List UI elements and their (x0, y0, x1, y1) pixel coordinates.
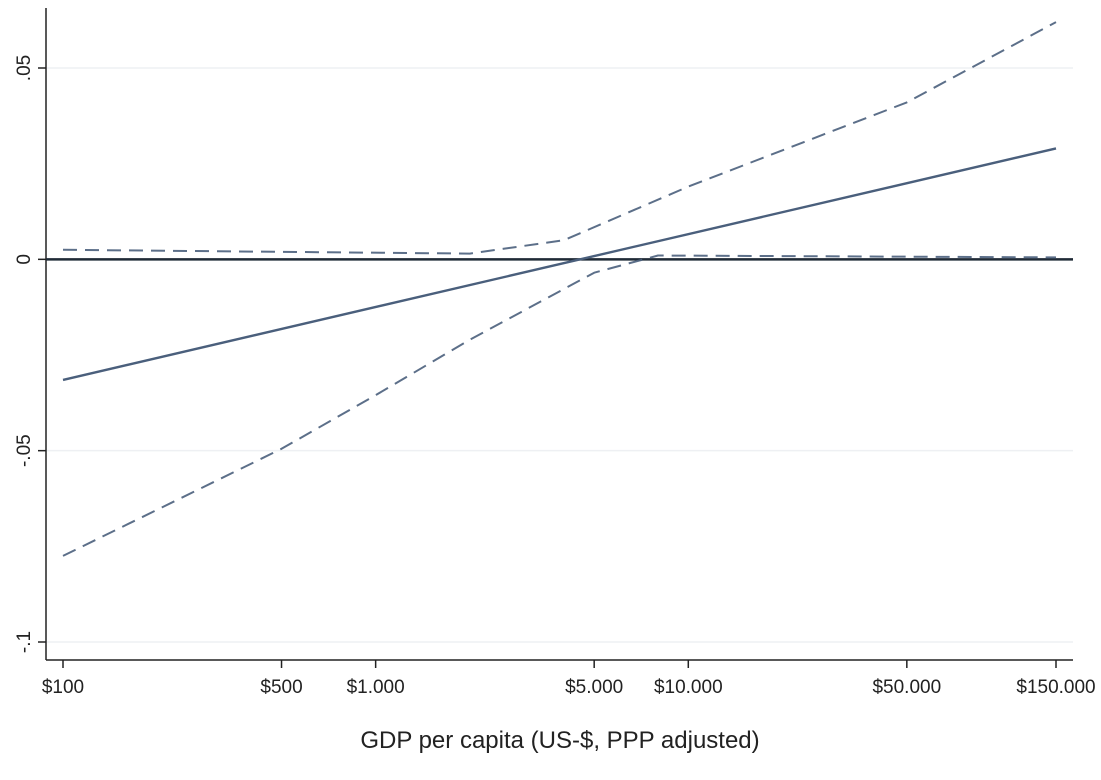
x-ticks: $100 $500 $1.000 $5.000 $10.000 $50.000 $150.0… (42, 660, 1096, 698)
y-tick-label-0: .05 (14, 55, 35, 81)
y-tick-label-2: -.05 (14, 434, 35, 467)
x-tick-label-2: $1.000 (347, 677, 405, 698)
x-axis-title: GDP per capita (US-$, PPP adjusted) (360, 727, 759, 754)
x-tick-label-0: $100 (42, 677, 84, 698)
x-tick-label-4: $10.000 (654, 677, 723, 698)
y-tick-label-1: 0 (14, 254, 35, 265)
series-group (62, 21, 1057, 557)
x-tick-label-3: $5.000 (565, 677, 623, 698)
y-tick-label-3: -.1 (14, 631, 35, 653)
axes (45, 8, 1073, 661)
estimate-line (62, 147, 1057, 382)
x-tick-label-1: $500 (260, 677, 302, 698)
x-tick-label-5: $50.000 (872, 677, 941, 698)
x-tick-label-6: $150.000 (1016, 677, 1095, 698)
y-ticks: .05 0 -.05 -.1 (14, 55, 46, 653)
upper-ci-line (62, 21, 1057, 255)
lower-ci-line (62, 254, 1057, 557)
